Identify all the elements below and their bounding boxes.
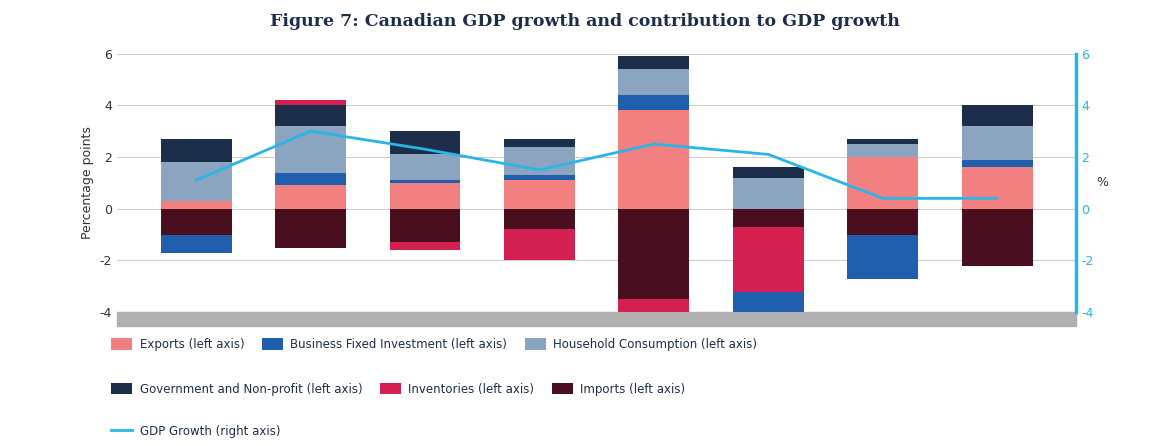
Bar — [619, 209, 689, 299]
Text: Figure 7: Canadian GDP growth and contribution to GDP growth: Figure 7: Canadian GDP growth and contri… — [270, 13, 900, 30]
Bar — [504, 209, 574, 229]
Bar — [732, 167, 804, 178]
Y-axis label: Percentage points: Percentage points — [81, 126, 95, 240]
Bar — [847, 235, 918, 279]
Bar — [275, 126, 346, 173]
Bar — [117, 312, 1076, 326]
Bar — [619, 56, 689, 69]
Y-axis label: %: % — [1096, 176, 1108, 190]
Bar — [619, 69, 689, 95]
Bar — [504, 139, 574, 147]
Bar — [732, 209, 804, 227]
Bar — [390, 154, 461, 180]
Bar — [390, 180, 461, 183]
Bar — [160, 235, 232, 253]
Bar — [504, 175, 574, 180]
Bar — [504, 229, 574, 260]
Bar — [732, 178, 804, 209]
Bar — [160, 162, 232, 201]
Bar — [847, 139, 918, 144]
Bar — [390, 131, 461, 154]
Bar — [847, 157, 918, 209]
Bar — [390, 242, 461, 250]
Bar — [962, 167, 1033, 209]
Bar — [504, 147, 574, 175]
Bar — [275, 186, 346, 209]
Bar — [962, 209, 1033, 266]
Bar — [390, 209, 461, 242]
Bar — [962, 160, 1033, 167]
Bar — [732, 227, 804, 292]
Bar — [619, 111, 689, 209]
Legend: GDP Growth (right axis): GDP Growth (right axis) — [111, 425, 280, 438]
Bar — [962, 105, 1033, 126]
Bar — [275, 100, 346, 105]
Bar — [390, 183, 461, 209]
Bar — [619, 95, 689, 111]
Bar — [160, 139, 232, 162]
Bar — [732, 292, 804, 330]
Bar — [275, 105, 346, 126]
Bar — [847, 144, 918, 157]
Bar — [160, 209, 232, 235]
Bar — [847, 209, 918, 235]
Bar — [962, 126, 1033, 160]
Bar — [275, 209, 346, 248]
Bar — [160, 201, 232, 209]
Bar — [275, 173, 346, 186]
Bar — [619, 299, 689, 330]
Bar — [504, 180, 574, 209]
